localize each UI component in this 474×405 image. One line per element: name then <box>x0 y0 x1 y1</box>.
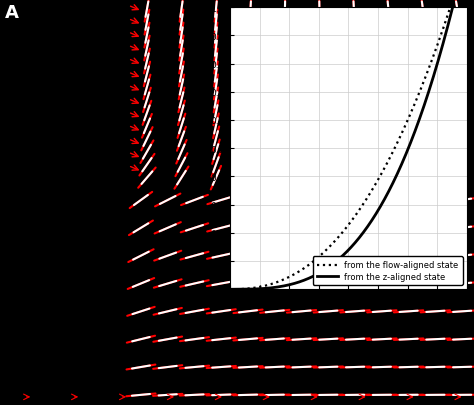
from the z-aligned state <box>450 6 456 11</box>
from the z-aligned state <box>434 63 440 68</box>
from the z-aligned state <box>334 258 340 263</box>
Y-axis label: r: r <box>200 139 205 149</box>
from the flow-aligned state <box>311 258 317 263</box>
from the flow-aligned state <box>426 68 431 72</box>
Legend: from the flow-aligned state, from the z-aligned state: from the flow-aligned state, from the z-… <box>313 257 463 286</box>
from the z-aligned state <box>433 68 438 72</box>
from the z-aligned state <box>399 163 404 168</box>
Text: A: A <box>5 4 18 22</box>
from the flow-aligned state <box>378 173 383 178</box>
from the z-aligned state <box>227 287 233 292</box>
Line: from the flow-aligned state: from the flow-aligned state <box>230 8 450 290</box>
from the flow-aligned state <box>383 163 389 168</box>
from the flow-aligned state <box>415 94 421 99</box>
Text: $|u|/u_0$: $|u|/u_0$ <box>332 315 365 331</box>
from the z-aligned state <box>394 173 400 178</box>
Text: B: B <box>220 0 234 4</box>
from the flow-aligned state <box>227 287 233 292</box>
Line: from the z-aligned state: from the z-aligned state <box>230 8 453 290</box>
from the flow-aligned state <box>428 63 433 68</box>
Bar <box>0 0 135 188</box>
from the flow-aligned state <box>447 6 453 11</box>
from the z-aligned state <box>425 94 430 99</box>
